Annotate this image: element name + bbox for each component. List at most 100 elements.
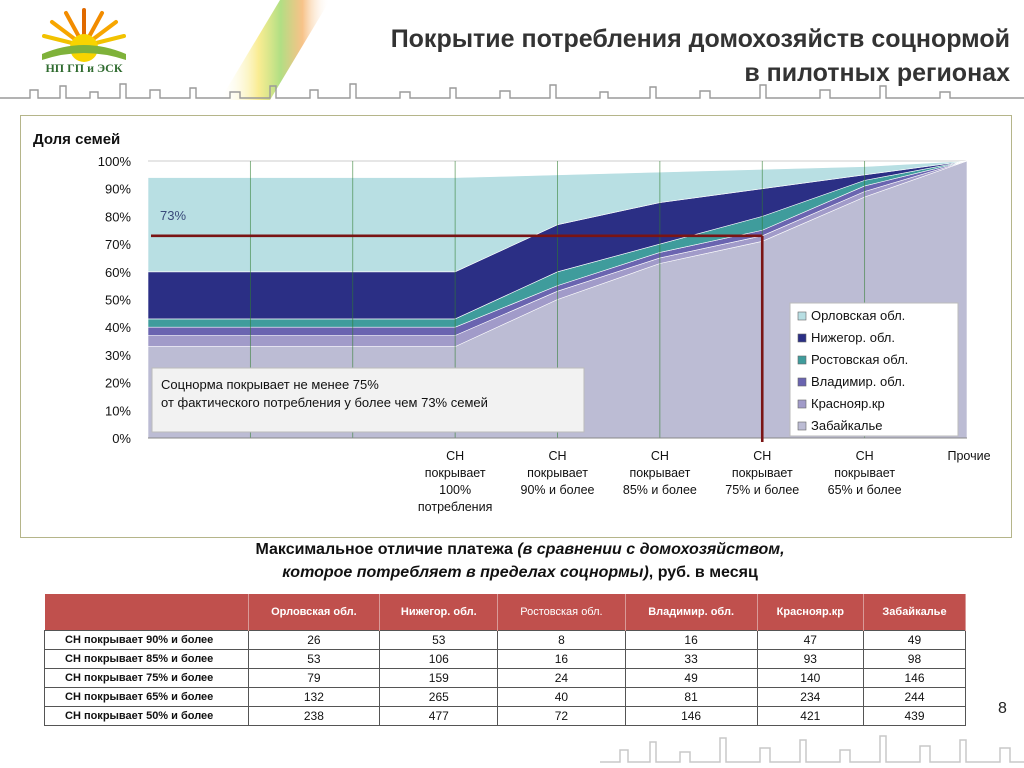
caption-normal-2: , руб. в месяц xyxy=(648,564,758,581)
legend-swatch xyxy=(797,421,807,431)
x-tick-label: СН xyxy=(856,449,874,463)
table-caption: Максимальное отличие платежа (в сравнени… xyxy=(150,538,890,584)
row-label: СН покрывает 85% и более xyxy=(44,649,249,669)
table-cell: 79 xyxy=(247,668,381,688)
table-cell: 265 xyxy=(379,687,499,707)
y-tick-label: 60% xyxy=(105,265,131,280)
table-cell: 421 xyxy=(756,706,864,726)
table-cell: 159 xyxy=(379,668,499,688)
legend-label: Нижегор. обл. xyxy=(811,330,895,345)
table-cell: 98 xyxy=(862,649,967,669)
legend: Орловская обл. Нижегор. обл. Ростовская об… xyxy=(789,302,959,437)
sun-logo-icon: НП ГП и ЭСК xyxy=(42,8,126,75)
legend-swatch xyxy=(797,377,807,387)
x-tick-label: Прочие xyxy=(947,449,990,463)
table-cell: 146 xyxy=(624,706,758,726)
table-row: СН покрывает 50% и более 238 477 72 146 421 43… xyxy=(44,706,967,726)
x-tick-label: 65% и более xyxy=(828,483,902,497)
legend-swatch xyxy=(797,355,807,365)
stacked-area-chart: Доля семей 0% 10% 20% 30% 40% 50% 60% 70% 80% 90% 1… xyxy=(33,131,991,514)
chart-panel: Доля семей 0% 10% 20% 30% 40% 50% 60% 70% 80% 90% 1… xyxy=(20,115,1012,538)
x-tick-label: покрывает xyxy=(732,466,793,480)
page-title: Покрытие потребления домохозяйств соцнор… xyxy=(290,22,1010,90)
legend-swatch xyxy=(797,399,807,409)
caption-italic-2: которое потребляет в пределах соцнормы) xyxy=(282,564,649,581)
title-line-1: Покрытие потребления домохозяйств соцнор… xyxy=(390,25,1010,53)
table-cell: 33 xyxy=(624,649,758,669)
legend-label: Владимир. обл. xyxy=(811,374,905,389)
table-cell: 16 xyxy=(497,649,626,669)
note-line-2: от фактического потребления у более чем … xyxy=(161,395,488,410)
table-row: СН покрывает 65% и более 132 265 40 81 234 244 xyxy=(44,687,967,707)
row-label: СН покрывает 50% и более xyxy=(44,706,249,726)
rainbow-decoration xyxy=(220,0,330,100)
y-tick-label: 40% xyxy=(105,320,131,335)
x-tick-label: 90% и более xyxy=(521,483,595,497)
col-header: Забайкалье xyxy=(863,594,967,631)
table-cell: 49 xyxy=(862,630,967,650)
table-cell: 40 xyxy=(497,687,626,707)
y-tick-label: 100% xyxy=(98,154,132,169)
legend-label: Забайкалье xyxy=(811,418,883,433)
table-row: СН покрывает 85% и более 53 106 16 33 93 98 xyxy=(44,649,967,669)
legend-box xyxy=(789,302,959,437)
logo-text: НП ГП и ЭСК xyxy=(45,61,122,75)
x-tick-label: СН xyxy=(753,449,771,463)
table-cell: 146 xyxy=(862,668,967,688)
legend-label: Краснояр.кр xyxy=(811,396,885,411)
y-tick-label: 70% xyxy=(105,237,131,252)
table-row: СН покрывает 90% и более 26 53 8 16 47 49 xyxy=(44,630,967,650)
table-cell: 26 xyxy=(247,630,381,650)
table-corner-cell xyxy=(44,594,249,631)
table-header-row: Орловская обл. Нижегор. обл. Ростовская … xyxy=(44,594,967,631)
table-cell: 16 xyxy=(624,630,758,650)
x-tick-label: покрывает xyxy=(629,466,690,480)
y-tick-label: 10% xyxy=(105,403,131,418)
table-cell: 439 xyxy=(862,706,967,726)
table-cell: 234 xyxy=(756,687,864,707)
table-cell: 8 xyxy=(497,630,626,650)
y-tick-label: 0% xyxy=(112,431,131,446)
row-label: СН покрывает 65% и более xyxy=(44,687,249,707)
x-tick-label: покрывает xyxy=(425,466,486,480)
col-header: Нижегор. обл. xyxy=(379,594,499,631)
note-box: Соцнорма покрывает не менее 75% от фактич… xyxy=(151,367,585,433)
x-tick-label: потребления xyxy=(418,500,492,514)
y-tick-label: 30% xyxy=(105,348,131,363)
col-header: Орловская обл. xyxy=(248,594,381,631)
row-label: СН покрывает 75% и более xyxy=(44,668,249,688)
col-header: Ростовская обл. xyxy=(497,594,626,631)
x-tick-label: 85% и более xyxy=(623,483,697,497)
skyline-divider xyxy=(0,83,1024,99)
y-tick-label: 90% xyxy=(105,182,131,197)
table-cell: 47 xyxy=(756,630,864,650)
x-tick-label: СН xyxy=(446,449,464,463)
x-tick-label: СН xyxy=(651,449,669,463)
legend-label: Орловская обл. xyxy=(811,308,905,323)
col-header: Краснояр.кр xyxy=(757,594,864,631)
table-cell: 238 xyxy=(247,706,381,726)
logo: НП ГП и ЭСК xyxy=(24,6,144,76)
table-cell: 49 xyxy=(624,668,758,688)
x-tick-label: 75% и более xyxy=(725,483,799,497)
table-cell: 53 xyxy=(379,630,499,650)
table-cell: 24 xyxy=(497,668,626,688)
x-tick-label: 100% xyxy=(439,483,471,497)
table-cell: 72 xyxy=(497,706,626,726)
col-header: Владимир. обл. xyxy=(625,594,758,631)
page-number: 8 xyxy=(998,700,1007,717)
table-cell: 132 xyxy=(247,687,381,707)
caption-normal-1: Максимальное отличие платежа xyxy=(255,541,518,558)
x-tick-label: покрывает xyxy=(527,466,588,480)
y-tick-label: 20% xyxy=(105,376,131,391)
table-cell: 477 xyxy=(379,706,499,726)
row-label: СН покрывает 90% и более xyxy=(44,630,249,650)
table-cell: 140 xyxy=(756,668,864,688)
x-tick-label: покрывает xyxy=(834,466,895,480)
table-cell: 93 xyxy=(756,649,864,669)
y-tick-label: 80% xyxy=(105,209,131,224)
y-tick-label: 50% xyxy=(105,293,131,308)
payment-difference-table: Орловская обл. Нижегор. обл. Ростовская … xyxy=(44,594,967,726)
note-background xyxy=(151,367,585,433)
legend-label: Ростовская обл. xyxy=(811,352,908,367)
